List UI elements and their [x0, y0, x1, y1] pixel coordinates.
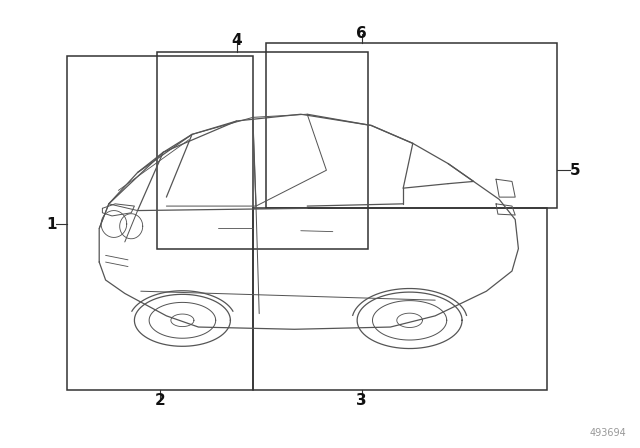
- Text: 2: 2: [155, 393, 165, 409]
- Text: 6: 6: [356, 26, 367, 41]
- Bar: [253, 208, 547, 390]
- Bar: [67, 56, 253, 390]
- Bar: [157, 52, 368, 249]
- Text: 3: 3: [356, 393, 367, 409]
- Text: 4: 4: [232, 33, 242, 48]
- Text: 1: 1: [46, 216, 56, 232]
- Bar: [266, 43, 557, 208]
- Text: 5: 5: [570, 163, 580, 178]
- Text: 493694: 493694: [589, 428, 626, 438]
